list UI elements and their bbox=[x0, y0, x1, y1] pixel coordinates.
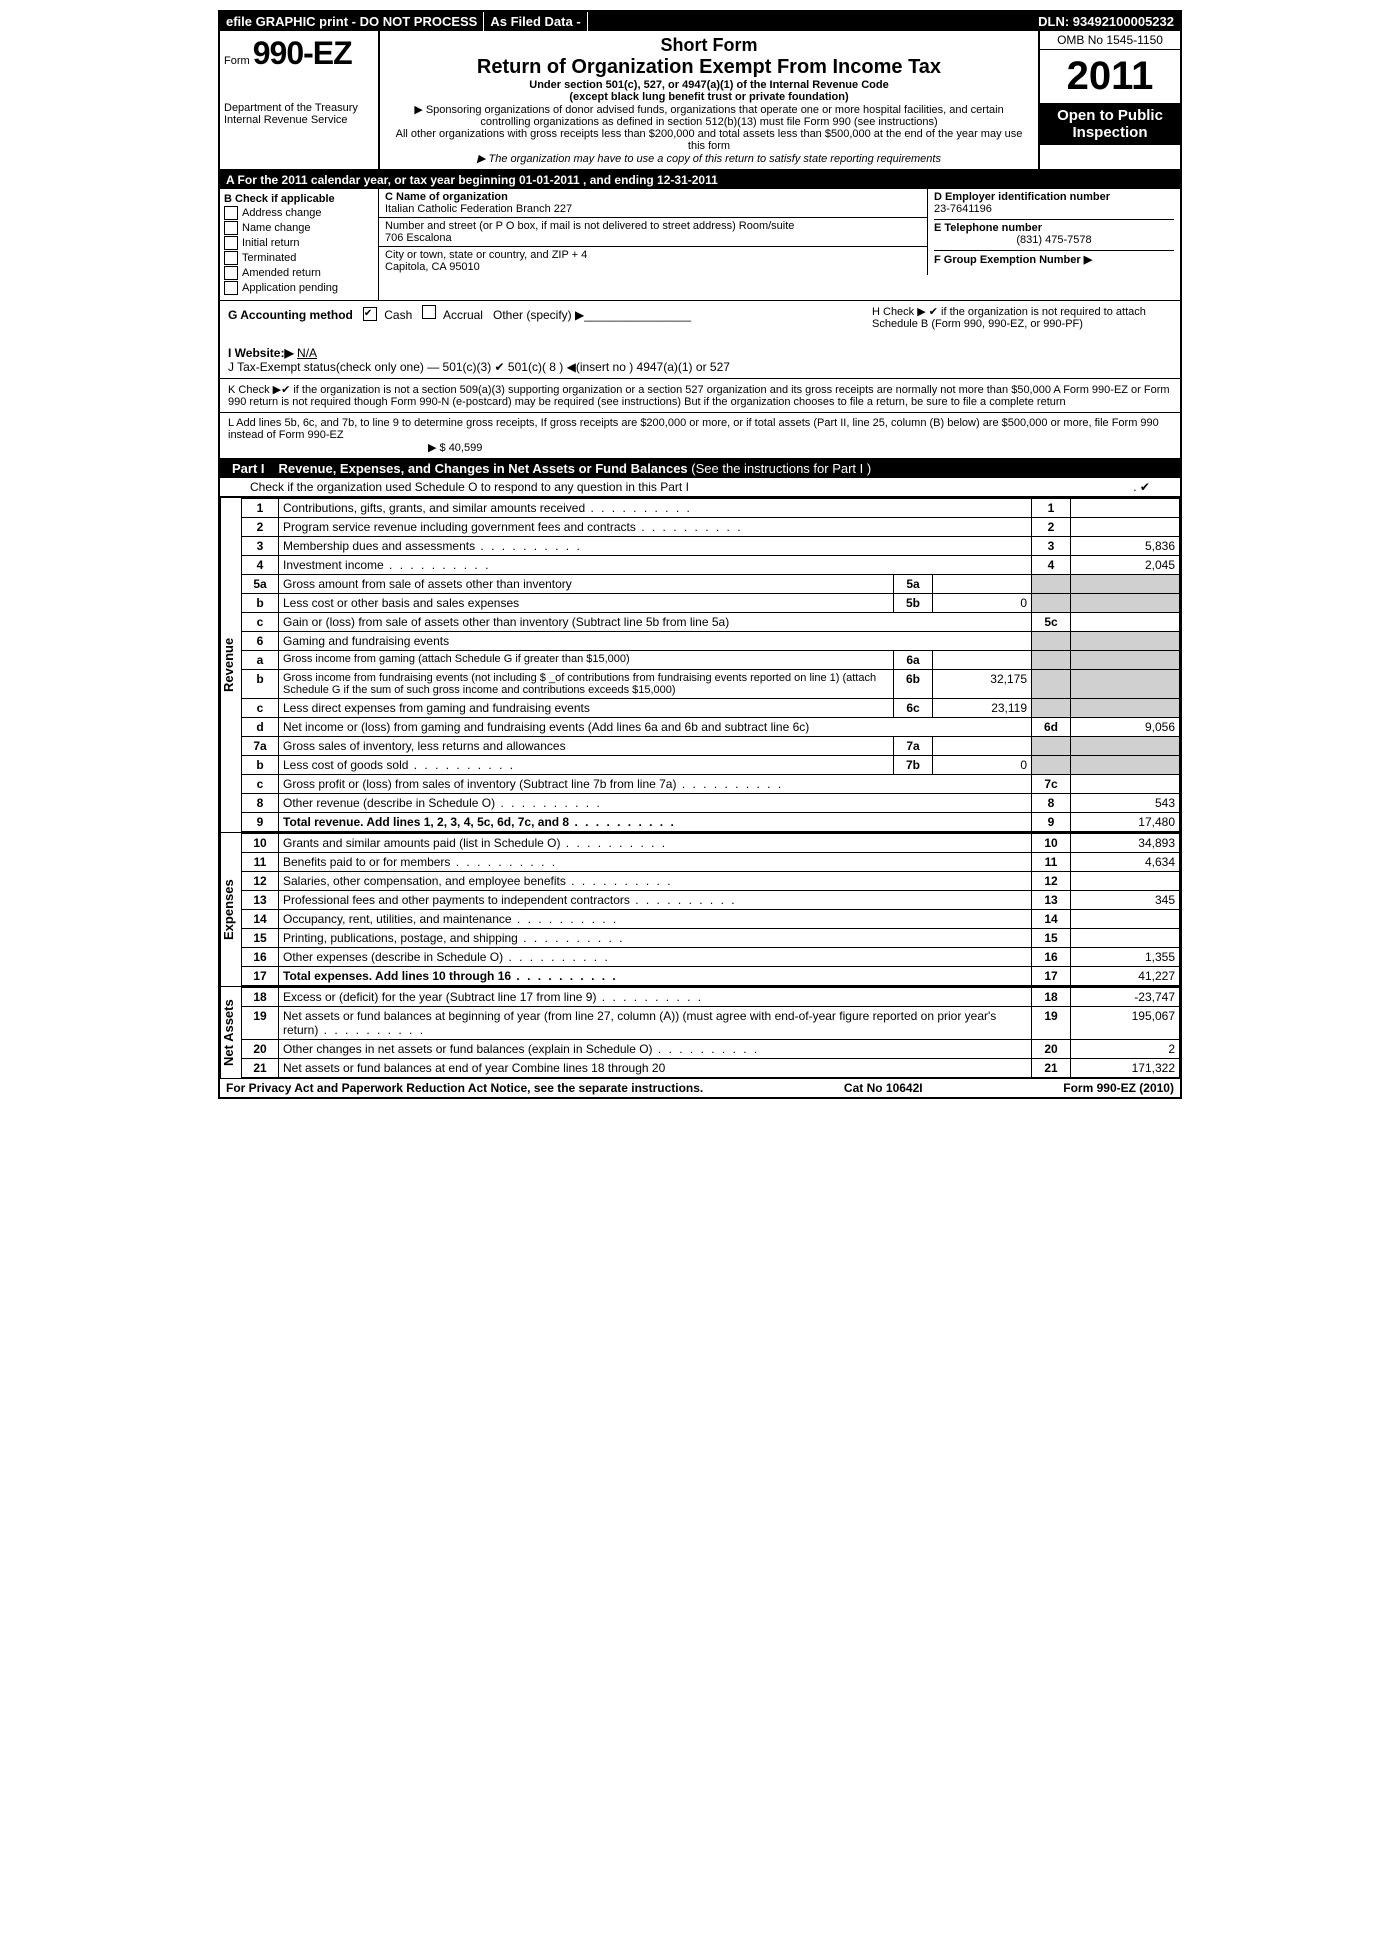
chk-cash[interactable] bbox=[363, 307, 377, 321]
section-def: D Employer identification number 23-7641… bbox=[928, 189, 1180, 275]
header-center: Short Form Return of Organization Exempt… bbox=[380, 31, 1038, 169]
top-bar: efile GRAPHIC print - DO NOT PROCESS As … bbox=[220, 12, 1180, 31]
privacy-notice: For Privacy Act and Paperwork Reduction … bbox=[226, 1081, 703, 1095]
omb-number: OMB No 1545-1150 bbox=[1040, 31, 1180, 50]
city: Capitola, CA 95010 bbox=[385, 261, 921, 273]
irs: Internal Revenue Service bbox=[224, 114, 374, 126]
part-i-label: Part I bbox=[226, 461, 271, 476]
revenue-table: 1Contributions, gifts, grants, and simil… bbox=[241, 498, 1180, 832]
section-b-label: B Check if applicable bbox=[224, 193, 374, 205]
line-l: L Add lines 5b, 6c, and 7b, to line 9 to… bbox=[220, 413, 1180, 459]
line-j: J Tax-Exempt status(check only one) — 50… bbox=[228, 360, 1172, 374]
netassets-section: Net Assets 18Excess or (deficit) for the… bbox=[220, 986, 1180, 1078]
netassets-table: 18Excess or (deficit) for the year (Subt… bbox=[241, 987, 1180, 1078]
footer: For Privacy Act and Paperwork Reduction … bbox=[220, 1078, 1180, 1097]
expenses-label: Expenses bbox=[220, 833, 241, 986]
revenue-section: Revenue 1Contributions, gifts, grants, a… bbox=[220, 497, 1180, 832]
line-h: H Check ▶ ✔ if the organization is not r… bbox=[872, 305, 1172, 330]
chk-pending[interactable]: Application pending bbox=[224, 281, 374, 295]
street: 706 Escalona bbox=[385, 232, 921, 244]
tax-year: 2011 bbox=[1040, 50, 1180, 103]
return-title: Return of Organization Exempt From Incom… bbox=[388, 56, 1030, 79]
dln: DLN: 93492100005232 bbox=[1032, 12, 1180, 31]
line-g: G Accounting method Cash Accrual Other (… bbox=[228, 305, 872, 330]
revenue-label: Revenue bbox=[220, 498, 241, 832]
netassets-label: Net Assets bbox=[220, 987, 241, 1078]
chk-initial-return[interactable]: Initial return bbox=[224, 236, 374, 250]
section-b: B Check if applicable Address change Nam… bbox=[220, 189, 379, 300]
org-name: Italian Catholic Federation Branch 227 bbox=[385, 203, 921, 215]
form-990ez: efile GRAPHIC print - DO NOT PROCESS As … bbox=[218, 10, 1182, 1099]
line-k: K Check ▶✔ if the organization is not a … bbox=[220, 379, 1180, 413]
cat-no: Cat No 10642I bbox=[844, 1081, 923, 1095]
expenses-section: Expenses 10Grants and similar amounts pa… bbox=[220, 832, 1180, 986]
form-number: 990-EZ bbox=[253, 35, 352, 71]
header: Form 990-EZ Department of the Treasury I… bbox=[220, 31, 1180, 171]
city-cell: City or town, state or country, and ZIP … bbox=[379, 247, 927, 275]
entity-info: B Check if applicable Address change Nam… bbox=[220, 189, 1180, 301]
note2: All other organizations with gross recei… bbox=[388, 128, 1030, 152]
expenses-table: 10Grants and similar amounts paid (list … bbox=[241, 833, 1180, 986]
subtitle1: Under section 501(c), 527, or 4947(a)(1)… bbox=[388, 79, 1030, 91]
group-exempt-label: F Group Exemption Number ▶ bbox=[934, 250, 1174, 266]
efile-notice: efile GRAPHIC print - DO NOT PROCESS bbox=[220, 12, 484, 31]
street-cell: Number and street (or P O box, if mail i… bbox=[379, 218, 927, 247]
as-filed: As Filed Data - bbox=[484, 12, 587, 31]
dept-treasury: Department of the Treasury bbox=[224, 102, 374, 114]
short-form: Short Form bbox=[388, 35, 1030, 56]
chk-amended[interactable]: Amended return bbox=[224, 266, 374, 280]
org-name-cell: C Name of organization Italian Catholic … bbox=[379, 189, 927, 218]
open-public: Open to Public Inspection bbox=[1040, 103, 1180, 145]
header-right: OMB No 1545-1150 2011 Open to Public Ins… bbox=[1038, 31, 1180, 169]
ein: 23-7641196 bbox=[934, 203, 1174, 215]
line-i: I Website:▶ N/A bbox=[228, 346, 1172, 360]
chk-name-change[interactable]: Name change bbox=[224, 221, 374, 235]
phone: (831) 475-7578 bbox=[934, 234, 1174, 246]
form-ref: Form 990-EZ (2010) bbox=[1063, 1081, 1174, 1095]
section-cdef: C Name of organization Italian Catholic … bbox=[379, 189, 1180, 300]
part-i-header: Part I Revenue, Expenses, and Changes in… bbox=[220, 459, 1180, 478]
form-prefix: Form bbox=[224, 55, 250, 67]
note1: Sponsoring organizations of donor advise… bbox=[388, 103, 1030, 128]
row-a-tax-year: A For the 2011 calendar year, or tax yea… bbox=[220, 171, 1180, 189]
note3: The organization may have to use a copy … bbox=[388, 152, 1030, 165]
part-i-check: Check if the organization used Schedule … bbox=[220, 478, 1180, 497]
ein-label: D Employer identification number bbox=[934, 191, 1174, 203]
subtitle2: (except black lung benefit trust or priv… bbox=[388, 91, 1030, 103]
chk-address-change[interactable]: Address change bbox=[224, 206, 374, 220]
chk-terminated[interactable]: Terminated bbox=[224, 251, 374, 265]
header-left: Form 990-EZ Department of the Treasury I… bbox=[220, 31, 380, 169]
section-ghijk: G Accounting method Cash Accrual Other (… bbox=[220, 301, 1180, 379]
chk-accrual[interactable] bbox=[422, 305, 436, 319]
phone-label: E Telephone number bbox=[934, 219, 1174, 234]
